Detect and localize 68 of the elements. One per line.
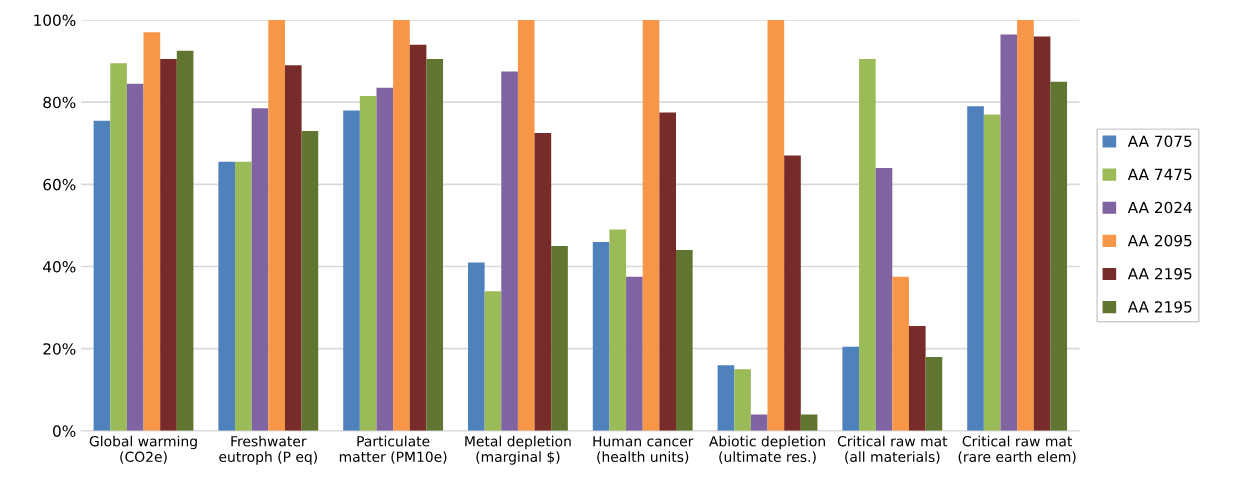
legend-label: AA 2024 [1127, 201, 1192, 214]
bar [110, 63, 127, 431]
x-tick-label: Global warming (CO2e) [89, 435, 197, 464]
y-tick-label: 100% [34, 14, 76, 27]
bar [859, 59, 876, 431]
bar [126, 83, 144, 431]
bar [251, 108, 269, 431]
x-tick-label: Freshwater eutroph (P eq) [219, 435, 317, 465]
bar [393, 20, 410, 431]
bar [468, 262, 485, 431]
bar [343, 110, 360, 431]
bar [93, 120, 111, 431]
y-tick-label: 20% [43, 343, 76, 355]
bar [609, 229, 627, 431]
bar [626, 276, 643, 431]
bar [534, 133, 552, 431]
bar [892, 276, 909, 431]
bar [800, 414, 818, 431]
bar [268, 20, 285, 431]
bar [983, 114, 1001, 431]
bar [659, 112, 676, 431]
bar [734, 369, 751, 431]
bar [235, 161, 252, 431]
bar [967, 106, 984, 431]
bar [484, 291, 502, 431]
x-tick-label: Critical raw mat (rare earth elem) [958, 435, 1076, 464]
y-tick-label: 0% [53, 425, 76, 437]
y-tick-label: 60% [43, 178, 76, 191]
bar [426, 59, 444, 431]
bar [284, 65, 302, 431]
x-tick-label: Particulate matter (PM10e) [339, 435, 447, 464]
y-tick-label: 80% [43, 96, 76, 109]
x-tick-label: Critical raw mat (all materials) [837, 435, 948, 464]
bar [1033, 36, 1051, 431]
bar [925, 356, 943, 431]
bar [176, 50, 194, 431]
bar [717, 365, 735, 431]
bar [642, 20, 660, 431]
legend-label: AA 2195 [1127, 301, 1192, 313]
bar [143, 32, 161, 431]
bar [784, 155, 801, 431]
bar [218, 161, 236, 431]
bar [592, 241, 610, 431]
bar [750, 414, 768, 431]
y-tick-label: 40% [43, 261, 76, 273]
bar [842, 346, 860, 431]
x-tick-label: Human cancer (health units) [593, 436, 694, 464]
bar [501, 71, 518, 431]
bar [359, 96, 377, 431]
bar [1000, 34, 1018, 431]
legend-label: AA 2095 [1127, 234, 1192, 247]
bar [301, 130, 319, 431]
legend-label: AA 2195 [1127, 268, 1192, 280]
bar [1017, 20, 1034, 431]
bar [767, 20, 785, 431]
bar [517, 20, 535, 431]
x-tick-label: Abiotic depletion (ultimate res.) [709, 435, 825, 464]
bar [409, 44, 427, 431]
legend-label: AA 7075 [1127, 135, 1192, 148]
bar [376, 87, 394, 431]
bar [676, 250, 693, 431]
bar [908, 326, 926, 431]
bar [551, 245, 568, 431]
bar [1050, 81, 1068, 431]
legend-label: AA 7475 [1127, 168, 1192, 181]
x-tick-label: Metal depletion (marginal $) [465, 435, 571, 465]
bar [160, 59, 177, 431]
bar [875, 167, 893, 431]
